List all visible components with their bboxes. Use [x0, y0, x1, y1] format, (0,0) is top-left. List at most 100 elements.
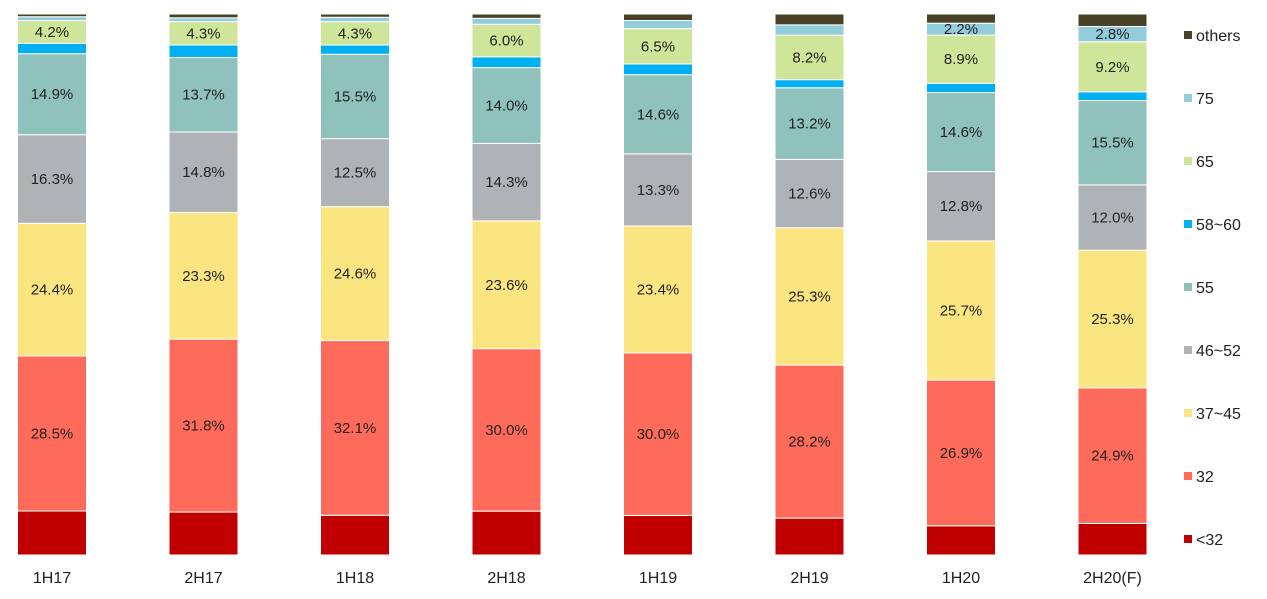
bar-segment — [17, 134, 87, 224]
data-label: 13.7% — [182, 87, 225, 104]
bar-segment — [17, 42, 87, 55]
legend-swatch — [1184, 472, 1192, 480]
data-label: 13.3% — [637, 182, 680, 199]
bar-segment — [774, 517, 845, 556]
bar-segment — [623, 352, 693, 516]
bar-segment — [1077, 13, 1148, 28]
data-label: 30.0% — [637, 426, 680, 443]
data-label: 8.9% — [944, 51, 978, 68]
legend-swatch — [1184, 409, 1192, 417]
legend-swatch — [1184, 31, 1192, 39]
bar-segment — [774, 79, 845, 89]
legend-swatch — [1184, 157, 1192, 165]
data-label: 12.0% — [1091, 210, 1134, 227]
legend-label: 32 — [1196, 469, 1214, 486]
data-label: 28.2% — [788, 434, 831, 451]
bar-segment — [471, 23, 542, 58]
bar-segment — [774, 227, 845, 366]
data-label: 4.2% — [35, 24, 69, 41]
data-label: 4.3% — [338, 25, 372, 42]
data-label: 24.9% — [1091, 448, 1134, 465]
bar-segment — [623, 153, 693, 227]
bar-segment — [774, 87, 845, 160]
category-label: 1H19 — [639, 570, 677, 587]
data-label: 25.3% — [788, 288, 831, 305]
legend-swatch — [1184, 94, 1192, 102]
bar-segment — [1077, 91, 1148, 102]
bar-segment — [168, 211, 239, 340]
bar-segment — [168, 56, 239, 133]
segment-labels-group: 28.5% 24.4% 16.3% 14.9% 4.2% 31.8% 23.3% 14.8% 1… — [31, 21, 1134, 465]
bar-segment — [168, 131, 239, 213]
legend-swatch — [1184, 346, 1192, 354]
bar-segment — [926, 82, 996, 94]
data-label: 25.7% — [940, 302, 983, 319]
data-label: 14.9% — [31, 86, 74, 103]
bar-segment — [471, 56, 542, 69]
bar-segment — [471, 13, 542, 19]
bar-segment — [168, 17, 239, 23]
legend: others 75 65 58~60 55 46~52 37~45 32 <32 — [1184, 28, 1241, 549]
data-label: 16.3% — [31, 171, 74, 188]
category-label: 1H20 — [942, 570, 980, 587]
data-label: 2.2% — [944, 21, 978, 38]
category-label: 2H19 — [790, 570, 828, 587]
data-label: 24.6% — [334, 266, 377, 283]
data-label: 8.2% — [792, 49, 826, 66]
bar-segment — [926, 34, 996, 84]
legend-label: 46~52 — [1196, 343, 1241, 360]
bar-segment — [1077, 100, 1148, 186]
bar-segment — [1077, 184, 1148, 251]
bar-segment — [168, 511, 239, 556]
bar-segment — [320, 514, 390, 556]
bar-segment — [320, 340, 390, 516]
data-label: 2.8% — [1095, 26, 1129, 43]
bar-segment — [926, 171, 996, 242]
legend-swatch — [1184, 220, 1192, 228]
bar-segment — [168, 13, 239, 19]
data-label: 28.5% — [31, 425, 74, 442]
bar-segment — [623, 514, 693, 556]
data-label: 32.1% — [334, 420, 377, 437]
bar-segment — [168, 44, 239, 58]
bar-segment — [471, 348, 542, 512]
bar-segment — [1077, 41, 1148, 93]
data-label: 9.2% — [1095, 59, 1129, 76]
bar-segment — [623, 13, 693, 22]
bar-segment — [320, 53, 390, 140]
data-label: 14.0% — [485, 98, 528, 115]
data-label: 14.3% — [485, 174, 528, 191]
data-label: 23.4% — [637, 281, 680, 298]
data-label: 12.5% — [334, 165, 377, 182]
bar-segment — [17, 355, 87, 512]
data-label: 26.9% — [940, 445, 983, 462]
bar-segment — [320, 13, 390, 18]
bar-segment — [1077, 522, 1148, 556]
bar-segment — [471, 220, 542, 350]
data-label: 25.3% — [1091, 311, 1134, 328]
legend-label: 65 — [1196, 154, 1214, 171]
legend-label: 75 — [1196, 91, 1214, 108]
bar-segment — [774, 13, 845, 26]
data-label: 6.5% — [641, 38, 675, 55]
legend-swatch — [1184, 535, 1192, 543]
category-label: 1H17 — [33, 570, 71, 587]
category-labels-group: 1H17 2H17 1H18 2H18 1H19 2H19 1H20 2H20(F) — [33, 570, 1142, 587]
category-label: 2H17 — [184, 570, 222, 587]
bar-segment — [623, 20, 693, 30]
data-label: 31.8% — [182, 418, 225, 435]
bar-segment — [926, 379, 996, 527]
data-label: 30.0% — [485, 422, 528, 439]
category-label: 2H18 — [487, 570, 525, 587]
bar-segment — [926, 525, 996, 556]
bar-segment — [320, 16, 390, 23]
data-label: 15.5% — [1091, 135, 1134, 152]
bar-segment — [926, 13, 996, 24]
bar-segment — [17, 53, 87, 136]
bar-segment — [471, 142, 542, 222]
data-label: 4.3% — [186, 25, 220, 42]
data-label: 24.4% — [31, 282, 74, 299]
legend-label: <32 — [1196, 532, 1223, 549]
legend-label: 37~45 — [1196, 406, 1241, 423]
